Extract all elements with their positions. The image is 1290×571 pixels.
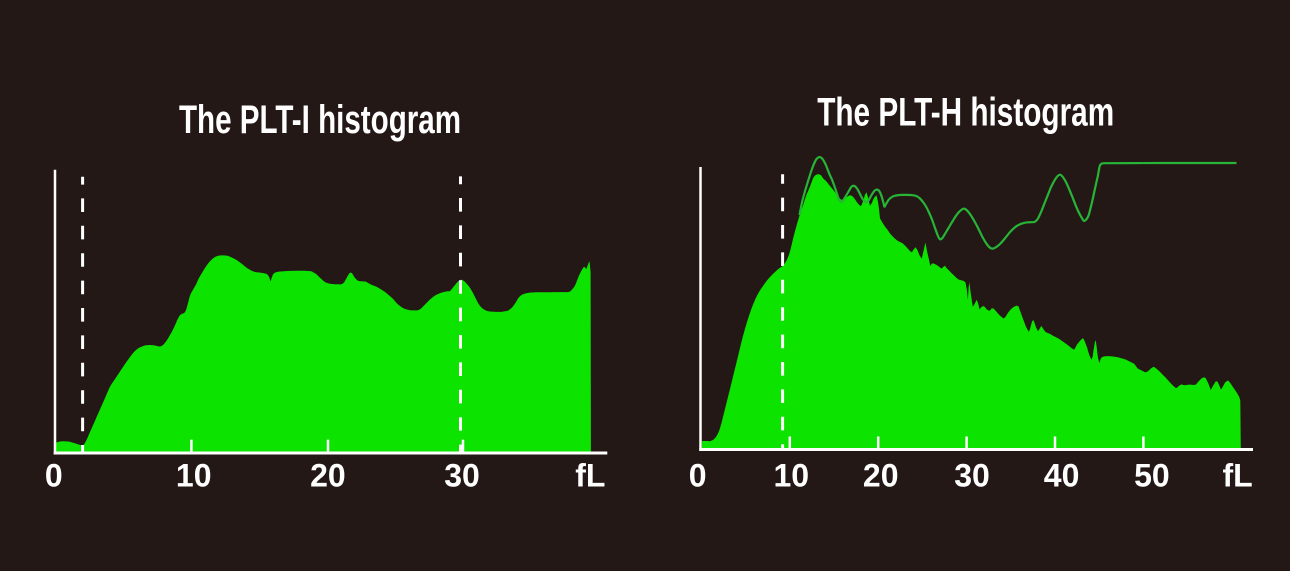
svg-text:20: 20 bbox=[863, 457, 899, 493]
svg-text:50: 50 bbox=[1134, 457, 1170, 493]
svg-text:The PLT-I histogram: The PLT-I histogram bbox=[179, 98, 461, 142]
svg-text:40: 40 bbox=[1044, 457, 1080, 493]
svg-text:30: 30 bbox=[444, 458, 480, 494]
svg-text:The PLT-H histogram: The PLT-H histogram bbox=[817, 90, 1114, 134]
svg-text:30: 30 bbox=[954, 457, 990, 493]
svg-text:0: 0 bbox=[689, 457, 707, 493]
svg-text:10: 10 bbox=[774, 457, 810, 493]
svg-text:10: 10 bbox=[176, 458, 212, 494]
svg-text:20: 20 bbox=[310, 458, 346, 494]
svg-text:fL: fL bbox=[1222, 457, 1252, 493]
svg-text:0: 0 bbox=[45, 458, 63, 494]
svg-text:fL: fL bbox=[575, 458, 605, 494]
